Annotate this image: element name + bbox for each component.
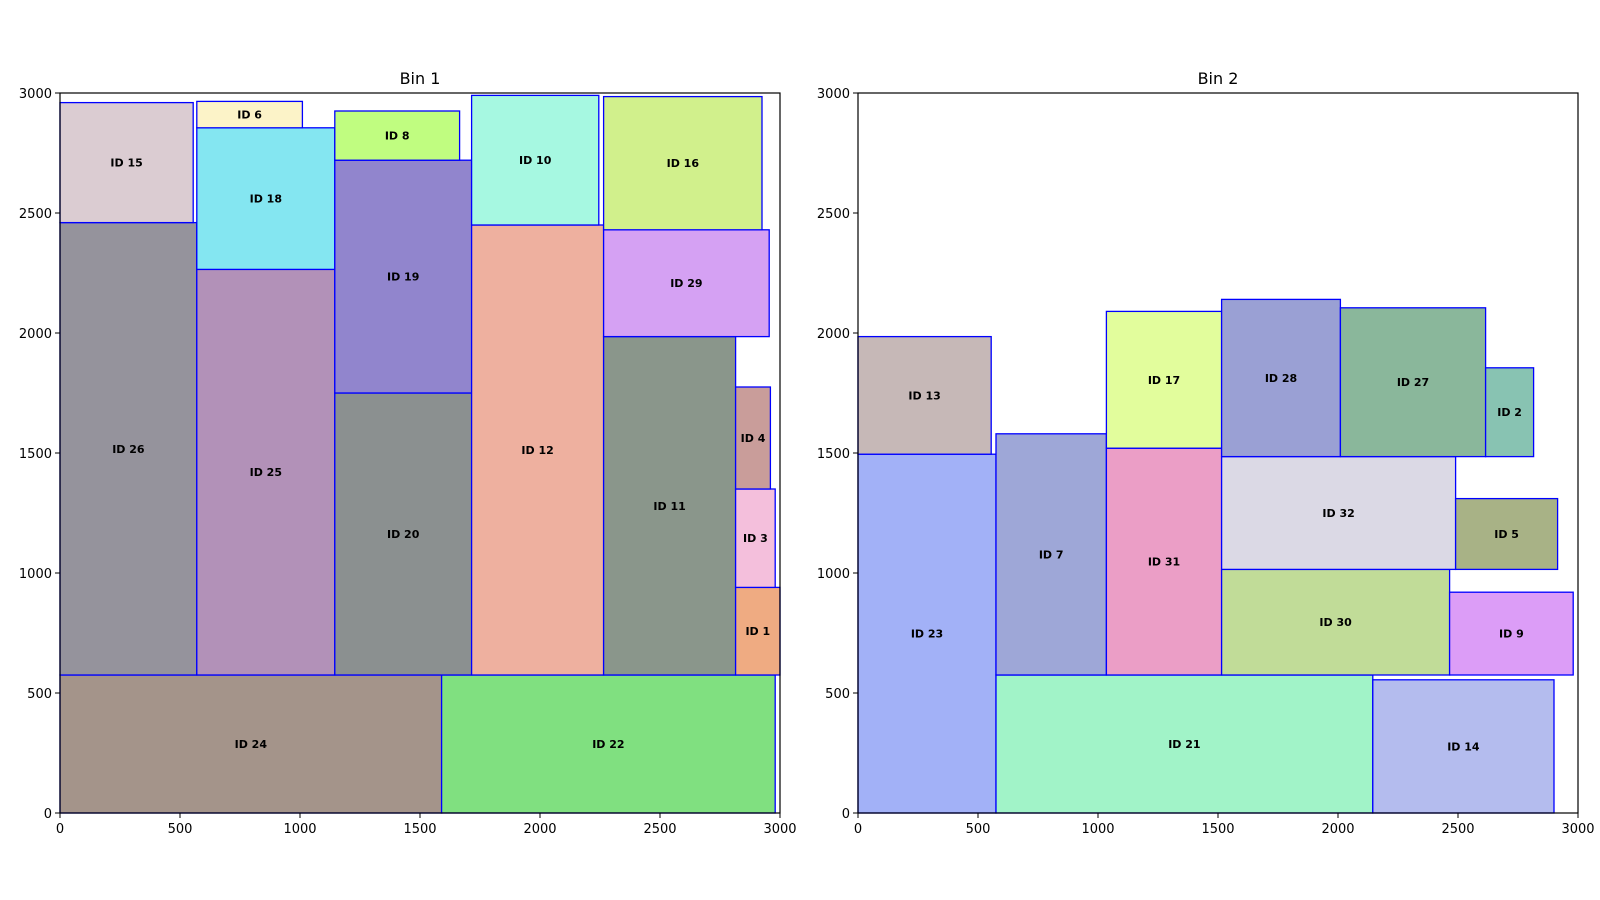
packed-box bbox=[1372, 679, 1555, 814]
box-label: ID 16 bbox=[667, 157, 700, 170]
box-label: ID 25 bbox=[250, 466, 282, 479]
packed-box bbox=[440, 674, 776, 814]
packed-box bbox=[1105, 447, 1223, 676]
x-tick-label: 0 bbox=[56, 822, 64, 837]
box-label: ID 10 bbox=[519, 154, 552, 167]
box-label: ID 32 bbox=[1322, 507, 1354, 520]
packed-box bbox=[334, 110, 461, 161]
bin-panel-2: Bin 2 ID 23 ID 13 ID 21 ID 14 ID 7 ID 31 ID 17 I… bbox=[817, 69, 1595, 837]
box-label: ID 9 bbox=[1499, 628, 1524, 641]
y-tick-label: 3000 bbox=[19, 87, 52, 102]
box-label: ID 21 bbox=[1168, 738, 1200, 751]
box-label: ID 18 bbox=[250, 193, 282, 206]
box-label: ID 7 bbox=[1039, 548, 1064, 561]
x-tick-label: 0 bbox=[854, 822, 862, 837]
packed-box bbox=[995, 433, 1108, 676]
y-tick-label: 2500 bbox=[817, 207, 850, 222]
packed-box bbox=[1220, 298, 1342, 458]
box-label: ID 2 bbox=[1497, 406, 1522, 419]
packed-box bbox=[1448, 591, 1574, 676]
y-tick-label: 1500 bbox=[817, 447, 850, 462]
box-label: ID 31 bbox=[1148, 556, 1180, 569]
packed-box bbox=[857, 453, 997, 814]
y-tick-label: 0 bbox=[842, 807, 850, 822]
box-label: ID 15 bbox=[110, 157, 142, 170]
packed-box bbox=[196, 268, 336, 676]
x-tick-label: 500 bbox=[966, 822, 991, 837]
box-label: ID 29 bbox=[670, 277, 702, 290]
box-label: ID 26 bbox=[112, 443, 145, 456]
y-tick-label: 0 bbox=[44, 807, 52, 822]
y-tick-label: 500 bbox=[825, 687, 850, 702]
bin-title: Bin 1 bbox=[400, 69, 441, 88]
box-label: ID 3 bbox=[743, 532, 768, 545]
packed-box bbox=[470, 94, 600, 226]
box-label: ID 28 bbox=[1265, 372, 1297, 385]
box-label: ID 17 bbox=[1148, 374, 1180, 387]
box-label: ID 20 bbox=[387, 528, 420, 541]
y-tick-label: 2000 bbox=[817, 327, 850, 342]
box-label: ID 19 bbox=[387, 271, 419, 284]
x-tick-label: 1500 bbox=[1201, 822, 1234, 837]
x-tick-label: 1000 bbox=[1081, 822, 1114, 837]
x-tick-label: 1000 bbox=[283, 822, 316, 837]
box-label: ID 6 bbox=[237, 109, 262, 122]
y-tick-label: 1000 bbox=[19, 567, 52, 582]
packed-box bbox=[1220, 568, 1451, 676]
x-tick-label: 3000 bbox=[763, 822, 796, 837]
x-tick-label: 1500 bbox=[403, 822, 436, 837]
box-label: ID 4 bbox=[741, 432, 766, 445]
box-label: ID 22 bbox=[592, 738, 624, 751]
packed-box bbox=[734, 488, 776, 589]
x-tick-label: 2000 bbox=[523, 822, 556, 837]
y-tick-label: 3000 bbox=[817, 87, 850, 102]
y-tick-label: 1000 bbox=[817, 567, 850, 582]
packed-box bbox=[196, 100, 304, 129]
packed-box bbox=[1339, 307, 1487, 458]
packed-box bbox=[334, 159, 473, 394]
packed-box bbox=[59, 674, 443, 814]
packed-box bbox=[734, 386, 772, 490]
x-tick-label: 500 bbox=[168, 822, 193, 837]
box-label: ID 30 bbox=[1319, 616, 1352, 629]
x-tick-label: 2500 bbox=[643, 822, 676, 837]
packed-box bbox=[59, 101, 194, 224]
box-label: ID 27 bbox=[1397, 376, 1429, 389]
box-label: ID 12 bbox=[521, 444, 553, 457]
box-label: ID 8 bbox=[385, 130, 410, 143]
packed-box bbox=[196, 127, 336, 271]
packed-box bbox=[1454, 497, 1559, 571]
box-label: ID 5 bbox=[1494, 528, 1519, 541]
x-tick-label: 2000 bbox=[1321, 822, 1354, 837]
packed-box bbox=[334, 392, 473, 676]
packed-box bbox=[857, 335, 992, 455]
bin-title: Bin 2 bbox=[1198, 69, 1239, 88]
packed-box bbox=[602, 95, 763, 231]
y-tick-label: 2000 bbox=[19, 327, 52, 342]
x-tick-label: 3000 bbox=[1561, 822, 1594, 837]
box-label: ID 23 bbox=[911, 628, 943, 641]
box-label: ID 13 bbox=[908, 389, 940, 402]
y-tick-label: 500 bbox=[27, 687, 52, 702]
packed-box bbox=[995, 674, 1374, 814]
packed-box bbox=[602, 335, 737, 676]
box-label: ID 11 bbox=[653, 500, 685, 513]
y-tick-label: 2500 bbox=[19, 207, 52, 222]
packed-box bbox=[734, 586, 781, 676]
y-tick-label: 1500 bbox=[19, 447, 52, 462]
packed-box bbox=[1484, 367, 1535, 458]
packed-box bbox=[1105, 310, 1223, 449]
bin-panel-1: Bin 1 ID 24 ID 22 ID 26 ID 15 ID 25 ID 18 ID 6 I… bbox=[19, 69, 797, 837]
box-label: ID 1 bbox=[745, 625, 770, 638]
box-label: ID 24 bbox=[235, 738, 268, 751]
x-tick-label: 2500 bbox=[1441, 822, 1474, 837]
box-label: ID 14 bbox=[1447, 740, 1480, 753]
